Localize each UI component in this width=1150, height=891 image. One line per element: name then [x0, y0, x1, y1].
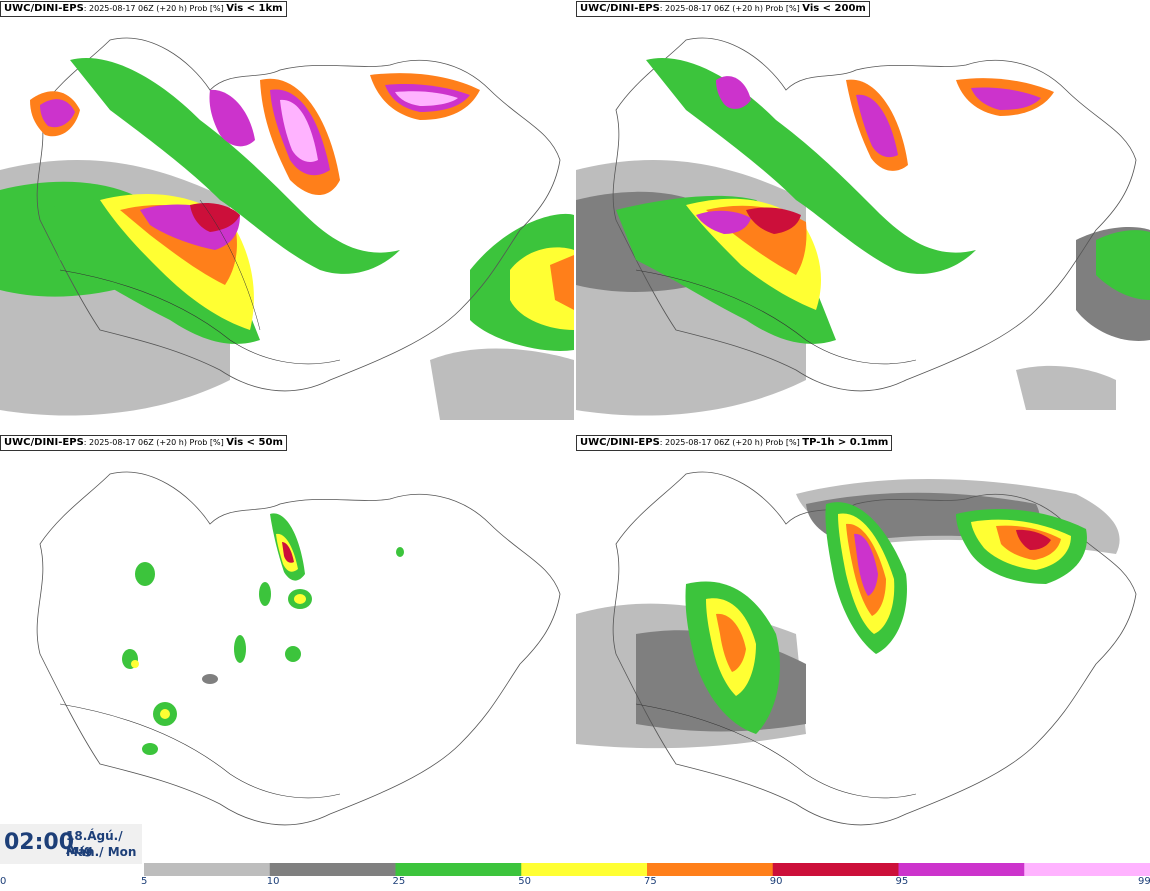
iceland-map	[576, 471, 1137, 826]
panel-variable: Vis < 50m	[226, 437, 283, 448]
valid-date-line1: 18.Ágú./ Aug	[66, 829, 123, 857]
panel-model: UWC/DINI-EPS	[4, 3, 84, 14]
panel-variable: Vis < 1km	[226, 3, 283, 14]
colorbar-segment	[898, 863, 1025, 876]
colorbar-segment	[395, 863, 522, 876]
map-panel-vis-1km: UWC/DINI-EPS: 2025-08-17 06Z (+20 h) Pro…	[0, 0, 574, 430]
valid-time-box: 02:00 18.Ágú./ Aug Mán./ Mon	[0, 824, 142, 864]
iceland-map	[36, 471, 561, 826]
panel-meta: 2025-08-17 06Z (+20 h) Prob [%]	[89, 4, 224, 13]
colorbar-tick-label: 99	[1138, 876, 1150, 887]
colorbar-tick-label: 5	[141, 876, 148, 887]
colorbar-tick-label: 10	[266, 876, 280, 887]
panel-variable: TP-1h > 0.1mm	[802, 437, 889, 448]
colorbar-segment	[521, 863, 648, 876]
panel-meta: 2025-08-17 06Z (+20 h) Prob [%]	[665, 438, 800, 447]
panel-title: UWC/DINI-EPS: 2025-08-17 06Z (+20 h) Pro…	[0, 1, 287, 17]
map-panel-vis-50m: UWC/DINI-EPS: 2025-08-17 06Z (+20 h) Pro…	[0, 434, 574, 864]
valid-date-line2: Mán./ Mon	[66, 845, 137, 859]
panel-variable: Vis < 200m	[802, 3, 866, 14]
colorbar-segment	[647, 863, 774, 876]
colorbar-tick-label: 50	[518, 876, 531, 887]
colorbar-segment	[269, 863, 396, 876]
panel-model: UWC/DINI-EPS	[580, 3, 660, 14]
colorbar-tick-label: 75	[644, 876, 657, 887]
probability-colorbar	[144, 863, 1150, 876]
colorbar-segment	[772, 863, 899, 876]
panel-meta: 2025-08-17 06Z (+20 h) Prob [%]	[89, 438, 224, 447]
map-panel-tp1h: UWC/DINI-EPS: 2025-08-17 06Z (+20 h) Pro…	[576, 434, 1150, 864]
panel-model: UWC/DINI-EPS	[580, 437, 660, 448]
panel-title: UWC/DINI-EPS: 2025-08-17 06Z (+20 h) Pro…	[576, 1, 870, 17]
panel-title: UWC/DINI-EPS: 2025-08-17 06Z (+20 h) Pro…	[0, 435, 287, 451]
valid-time: 02:00	[4, 830, 75, 855]
iceland-map	[0, 37, 574, 420]
panel-model: UWC/DINI-EPS	[4, 437, 84, 448]
colorbar-segment	[1024, 863, 1150, 876]
colorbar-tick-label: 90	[769, 876, 783, 887]
map-panel-vis-200m: UWC/DINI-EPS: 2025-08-17 06Z (+20 h) Pro…	[576, 0, 1150, 430]
panel-title: UWC/DINI-EPS: 2025-08-17 06Z (+20 h) Pro…	[576, 435, 893, 451]
iceland-map	[576, 37, 1150, 416]
colorbar-tick-label: 95	[895, 876, 909, 887]
colorbar-tick-label: 0	[0, 876, 7, 887]
colorbar-tick-label: 25	[392, 876, 406, 887]
colorbar-segment	[144, 863, 271, 876]
panel-meta: 2025-08-17 06Z (+20 h) Prob [%]	[665, 4, 800, 13]
